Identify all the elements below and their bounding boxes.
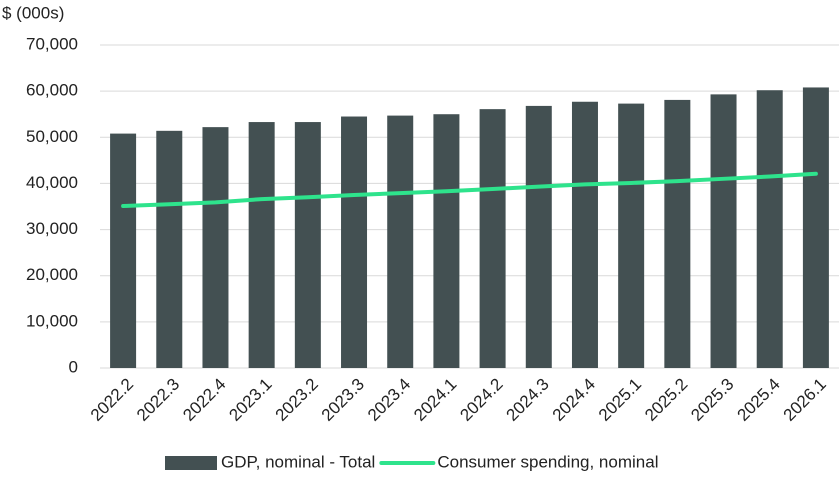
x-tick-label: 2024.1 <box>410 375 460 425</box>
x-tick-label: 2025.1 <box>595 375 645 425</box>
bar <box>479 109 506 368</box>
y-tick-label: 10,000 <box>26 311 78 330</box>
x-tick-label: 2025.4 <box>734 375 784 425</box>
legend-label: GDP, nominal - Total <box>221 452 375 471</box>
x-tick-label: 2023.1 <box>225 375 275 425</box>
y-tick-label: 60,000 <box>26 81 78 100</box>
legend-swatch <box>165 456 217 470</box>
bar <box>525 105 552 368</box>
y-tick-label: 20,000 <box>26 265 78 284</box>
bar <box>618 103 645 368</box>
y-tick-label: 50,000 <box>26 127 78 146</box>
bar <box>110 133 137 368</box>
x-tick-label: 2026.1 <box>780 375 830 425</box>
line <box>121 171 818 209</box>
y-tick-label: 70,000 <box>26 34 78 53</box>
y-axis-label: $ (000s) <box>2 3 64 22</box>
bar <box>294 122 321 369</box>
x-tick-label: 2024.2 <box>456 375 506 425</box>
bar <box>341 116 368 369</box>
bar <box>248 122 275 369</box>
x-tick-label: 2023.3 <box>318 375 368 425</box>
x-tick-label: 2022.3 <box>133 375 183 425</box>
y-tick-label: 40,000 <box>26 173 78 192</box>
bar <box>387 115 414 368</box>
bar <box>156 130 183 368</box>
bar <box>664 99 691 368</box>
x-tick-label: 2024.3 <box>503 375 553 425</box>
x-tick-label: 2024.4 <box>549 375 599 425</box>
bar <box>202 127 229 369</box>
bar <box>802 87 829 369</box>
bar <box>710 94 737 368</box>
y-tick-label: 0 <box>69 357 78 376</box>
y-tick-label: 30,000 <box>26 219 78 238</box>
bar <box>571 101 598 369</box>
x-tick-label: 2023.4 <box>364 375 414 425</box>
x-tick-label: 2022.2 <box>87 375 137 425</box>
bar <box>433 114 460 368</box>
x-tick-label: 2025.2 <box>641 375 691 425</box>
x-tick-label: 2023.2 <box>272 375 322 425</box>
legend-label: Consumer spending, nominal <box>437 452 658 471</box>
x-tick-label: 2022.4 <box>179 375 229 425</box>
x-tick-label: 2025.3 <box>687 375 737 425</box>
bar <box>756 90 783 368</box>
